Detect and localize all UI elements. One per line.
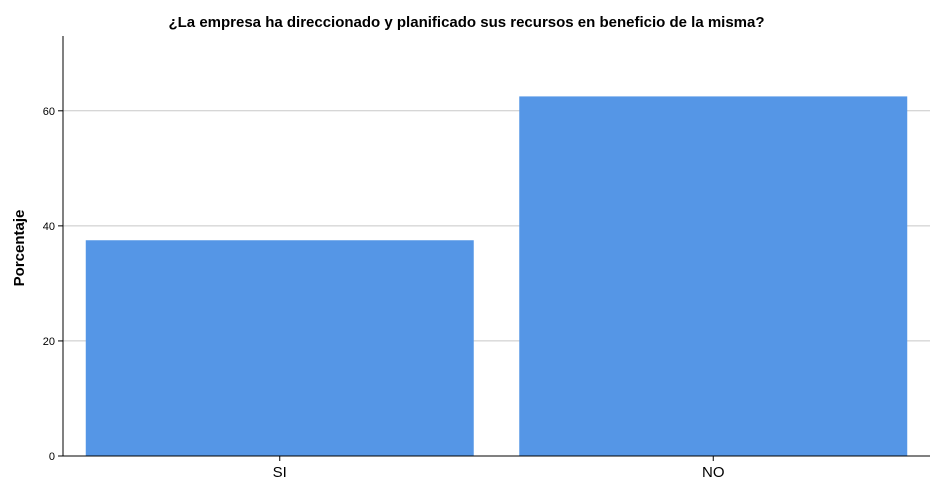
x-category-label: NO	[702, 464, 725, 479]
chart-title: ¿La empresa ha direccionado y planificad…	[168, 14, 765, 31]
y-tick-label: 20	[43, 336, 55, 348]
x-category-label: SI	[273, 464, 287, 479]
y-axis-label: Porcentaje	[11, 210, 28, 287]
y-ticks: 0 20 40 60	[43, 106, 63, 463]
bars	[85, 96, 908, 457]
axes	[62, 36, 930, 457]
bar-si	[85, 240, 474, 456]
y-tick-label: 60	[43, 106, 55, 118]
y-tick-label: 0	[49, 451, 55, 463]
x-category-labels: SI NO	[273, 456, 725, 479]
y-tick-label: 40	[43, 221, 55, 233]
bar-no	[519, 96, 908, 457]
